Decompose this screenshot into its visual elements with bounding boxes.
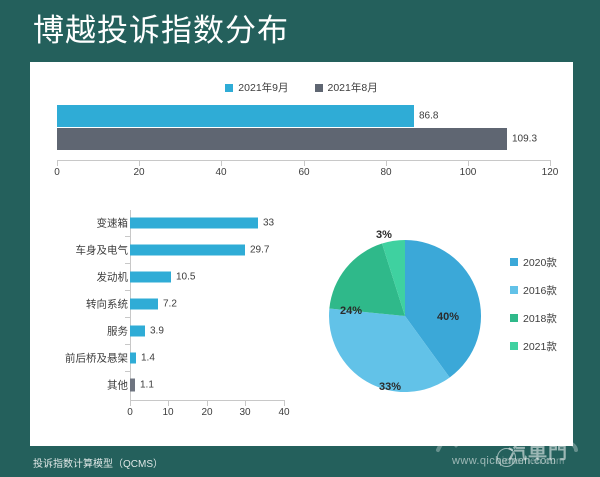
legend-label: 2021年9月 bbox=[238, 82, 289, 94]
top-chart-plot-area: 86.8 109.3 bbox=[57, 104, 551, 158]
bar bbox=[130, 325, 145, 337]
legend-item-2021-08: 2021年8月 bbox=[314, 80, 378, 95]
pie-legend-item-2018: 2018款 bbox=[510, 304, 557, 332]
top-chart-x-axis bbox=[57, 160, 551, 167]
x-tick-label: 60 bbox=[298, 167, 310, 178]
category-label: 服务 bbox=[107, 325, 128, 338]
pie-legend-item-2021: 2021款 bbox=[510, 332, 557, 360]
legend-swatch-icon bbox=[510, 286, 518, 294]
bottom-chart-x-axis bbox=[130, 400, 285, 407]
category-label: 变速箱 bbox=[96, 217, 129, 230]
bottom-chart-x-tick-labels: 0 10 20 30 40 bbox=[127, 407, 289, 421]
bar-row: 车身及电气 29.7 bbox=[30, 237, 320, 263]
bar-value-label: 3.9 bbox=[150, 325, 164, 337]
pie-label-2020: 40% bbox=[436, 311, 460, 323]
pie-slice-2016 bbox=[329, 308, 450, 393]
bar-value-label: 10.5 bbox=[176, 271, 196, 283]
legend-label: 2020款 bbox=[523, 256, 557, 269]
legend-label: 2021款 bbox=[523, 340, 557, 353]
x-tick-label: 20 bbox=[133, 167, 145, 178]
top-chart-legend: 2021年9月 2021年8月 bbox=[30, 80, 573, 95]
x-tick-label: 0 bbox=[127, 407, 133, 418]
pie-label-2021: 3% bbox=[376, 229, 392, 241]
bar-value-label: 109.3 bbox=[512, 133, 538, 145]
bar bbox=[130, 352, 136, 364]
pie-slice-2020 bbox=[405, 240, 482, 378]
watermark-ring-icon bbox=[497, 448, 516, 467]
legend-swatch-icon bbox=[510, 342, 518, 350]
legend-swatch-icon bbox=[510, 258, 518, 266]
chart-card: 2021年9月 2021年8月 86.8 109.3 bbox=[30, 62, 573, 446]
category-label: 发动机 bbox=[96, 271, 129, 284]
bar-row: 变速箱 33 bbox=[30, 210, 320, 236]
x-tick-label: 30 bbox=[239, 407, 251, 418]
bar-2021-08 bbox=[57, 128, 507, 150]
category-label: 其他 bbox=[107, 379, 128, 392]
watermark-url-secondary: qichemen.com bbox=[496, 456, 565, 467]
category-label: 前后桥及悬架 bbox=[65, 352, 128, 365]
pie-svg bbox=[329, 240, 482, 393]
pie-legend-item-2020: 2020款 bbox=[510, 248, 557, 276]
bar-value-label: 1.1 bbox=[140, 379, 154, 391]
legend-item-2021-09: 2021年9月 bbox=[225, 80, 289, 95]
bar-value-label: 86.8 bbox=[419, 110, 439, 122]
bar-row: 其他 1.1 bbox=[30, 372, 320, 398]
footer-note: 投诉指数计算模型（QCMS） bbox=[33, 459, 163, 470]
x-tick-label: 40 bbox=[215, 167, 227, 178]
x-tick-label: 80 bbox=[380, 167, 392, 178]
bar bbox=[130, 244, 245, 256]
complaint-index-month-compare-chart: 86.8 109.3 0 20 40 60 80 100 120 bbox=[30, 104, 573, 189]
category-label: 车身及电气 bbox=[75, 244, 129, 257]
x-tick-label: 100 bbox=[459, 167, 477, 178]
bar bbox=[130, 271, 171, 283]
x-tick-label: 0 bbox=[54, 167, 60, 178]
page-title: 博越投诉指数分布 bbox=[33, 13, 289, 48]
legend-swatch-icon bbox=[225, 83, 234, 92]
bar-row: 服务 3.9 bbox=[30, 318, 320, 344]
legend-swatch-icon bbox=[314, 83, 323, 92]
bar bbox=[130, 298, 158, 310]
x-tick-label: 40 bbox=[278, 407, 290, 418]
pie-slice-2021 bbox=[382, 240, 405, 316]
bar-2021-09 bbox=[57, 105, 414, 127]
x-tick-label: 120 bbox=[541, 167, 559, 178]
bar bbox=[130, 217, 258, 229]
pie-legend-item-2016: 2016款 bbox=[510, 276, 557, 304]
complaint-share-by-model-year-chart: 40% 33% 24% 3% 2020款 2016款 2018款 bbox=[318, 222, 573, 422]
bar-value-label: 29.7 bbox=[250, 244, 270, 256]
pie-label-2016: 33% bbox=[378, 381, 402, 393]
x-tick-label: 10 bbox=[162, 407, 174, 418]
bar-row: 发动机 10.5 bbox=[30, 264, 320, 290]
legend-label: 2016款 bbox=[523, 284, 557, 297]
bar-row: 转向系统 7.2 bbox=[30, 291, 320, 317]
bar-row: 前后桥及悬架 1.4 bbox=[30, 345, 320, 371]
bar-value-label: 7.2 bbox=[163, 298, 177, 310]
x-tick-label: 20 bbox=[201, 407, 213, 418]
pie-label-2018: 24% bbox=[339, 305, 363, 317]
bar-value-label: 33 bbox=[263, 217, 275, 229]
bar bbox=[130, 378, 135, 392]
complaint-index-by-system-chart: 变速箱 33 车身及电气 29.7 发动机 10.5 转向系统 7.2 服务 bbox=[30, 210, 320, 425]
legend-label: 2018款 bbox=[523, 312, 557, 325]
pie-slice-2018 bbox=[329, 243, 405, 316]
category-label: 转向系统 bbox=[86, 298, 128, 311]
pie-legend: 2020款 2016款 2018款 2021款 bbox=[510, 248, 557, 360]
bar-value-label: 1.4 bbox=[141, 352, 155, 364]
legend-swatch-icon bbox=[510, 314, 518, 322]
top-chart-x-tick-labels: 0 20 40 60 80 100 120 bbox=[54, 167, 558, 181]
watermark-url: www.qichemen.com bbox=[452, 455, 557, 467]
legend-label: 2021年8月 bbox=[327, 82, 378, 94]
